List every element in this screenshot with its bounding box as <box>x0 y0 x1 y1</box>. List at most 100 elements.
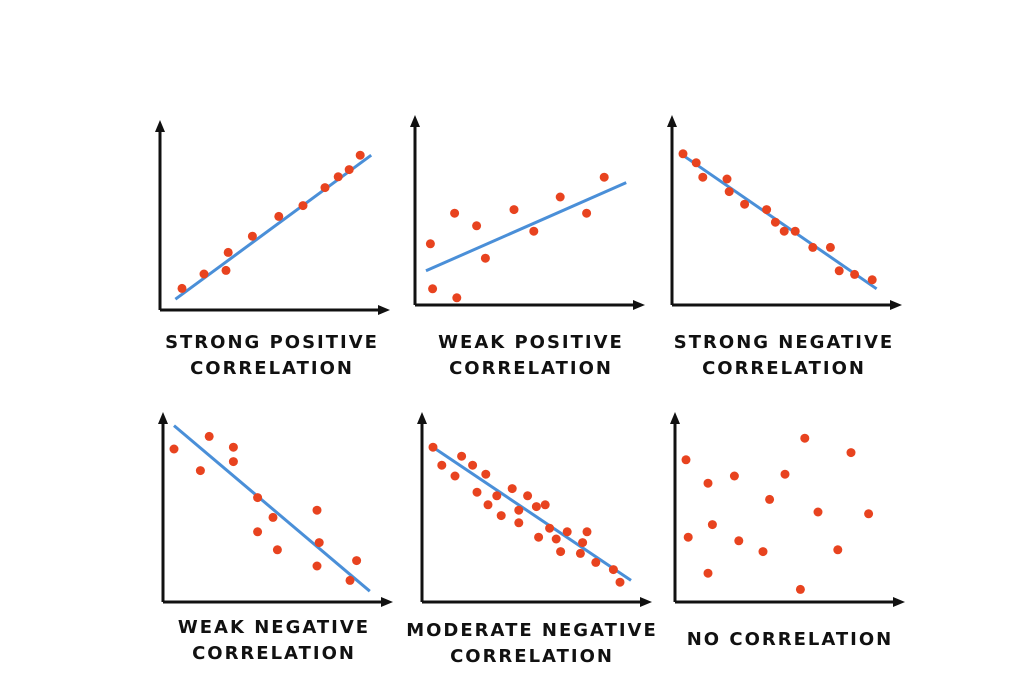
data-point <box>195 466 205 476</box>
title-line: STRONG POSITIVE <box>165 332 379 353</box>
x-axis-arrow <box>633 300 645 310</box>
data-point <box>169 444 179 454</box>
title-line: WEAK NEGATIVE <box>177 617 371 638</box>
trend-line <box>432 445 632 582</box>
data-point <box>740 199 750 209</box>
chart-title-4: WEAK NEGATIVE CORRELATION <box>144 615 404 667</box>
data-point <box>274 211 284 221</box>
chart-title-2: WEAK POSITIVE CORRELATION <box>401 330 661 382</box>
data-point <box>758 547 768 557</box>
data-point <box>509 205 519 215</box>
data-point <box>468 460 478 470</box>
data-point <box>608 565 618 575</box>
data-point <box>534 532 544 542</box>
data-point <box>223 247 233 257</box>
data-point <box>599 172 609 182</box>
y-axis-arrow <box>667 115 677 127</box>
data-point <box>864 509 874 519</box>
data-point <box>578 538 588 548</box>
title-line: CORRELATION <box>702 358 866 379</box>
y-axis-arrow <box>155 120 165 132</box>
x-axis-arrow <box>893 597 905 607</box>
data-point <box>472 221 482 231</box>
data-point <box>298 201 308 211</box>
title-line: CORRELATION <box>450 646 614 667</box>
data-point <box>556 547 566 557</box>
title-line: CORRELATION <box>190 358 354 379</box>
data-point <box>846 448 856 458</box>
data-point <box>355 150 365 160</box>
data-point <box>481 469 491 479</box>
data-point <box>352 556 362 566</box>
data-point <box>770 217 780 227</box>
data-point <box>779 226 789 236</box>
data-point <box>450 471 460 481</box>
data-point <box>867 275 877 285</box>
data-point <box>698 172 708 182</box>
scatter-plot-1 <box>155 120 390 315</box>
data-point <box>253 527 263 537</box>
data-point <box>808 242 818 252</box>
data-point <box>452 293 462 303</box>
data-point <box>540 500 550 510</box>
data-point <box>734 536 744 546</box>
data-point <box>683 532 693 542</box>
data-point <box>529 226 539 236</box>
title-line: STRONG NEGATIVE <box>673 332 895 353</box>
data-point <box>850 269 860 279</box>
data-point <box>450 208 460 218</box>
data-point <box>551 534 561 544</box>
x-axis-arrow <box>381 597 393 607</box>
data-point <box>199 269 209 279</box>
x-axis-arrow <box>378 305 390 315</box>
data-point <box>507 484 517 494</box>
data-point <box>762 205 772 215</box>
data-point <box>729 471 739 481</box>
data-point <box>312 505 322 515</box>
data-point <box>681 455 691 465</box>
trend-line <box>173 424 371 593</box>
chart-title-1: STRONG POSITIVE CORRELATION <box>142 330 402 382</box>
chart-title-5: MODERATE NEGATIVE CORRELATION <box>402 618 662 670</box>
data-point <box>833 545 843 555</box>
title-line: CORRELATION <box>449 358 613 379</box>
data-point <box>722 174 732 184</box>
data-point <box>428 284 438 294</box>
data-point <box>480 253 490 263</box>
data-point <box>555 192 565 202</box>
data-point <box>545 523 555 533</box>
data-point <box>472 487 482 497</box>
data-point <box>496 511 506 521</box>
scatter-plot-5 <box>417 412 652 607</box>
x-axis-arrow <box>640 597 652 607</box>
data-point <box>795 584 805 594</box>
data-point <box>800 433 810 443</box>
data-point <box>253 493 263 503</box>
data-point <box>790 226 800 236</box>
scatter-plot-6 <box>670 412 905 607</box>
data-point <box>204 431 214 441</box>
data-point <box>834 266 844 276</box>
title-line: NO CORRELATION <box>686 629 894 650</box>
data-point <box>703 568 713 578</box>
title-line: MODERATE NEGATIVE <box>406 620 658 641</box>
data-point <box>780 469 790 479</box>
data-point <box>703 478 713 488</box>
data-point <box>514 505 524 515</box>
title-line: WEAK POSITIVE <box>438 332 624 353</box>
data-point <box>333 172 343 182</box>
data-point <box>591 557 601 567</box>
data-point <box>514 518 524 528</box>
data-point <box>428 442 438 452</box>
chart-title-6: NO CORRELATION <box>660 627 920 653</box>
data-point <box>678 149 688 159</box>
data-point <box>177 283 187 293</box>
scatter-plot-2 <box>410 115 645 310</box>
y-axis-arrow <box>158 412 168 424</box>
data-point <box>575 548 585 558</box>
data-point <box>492 491 502 501</box>
data-point <box>272 545 282 555</box>
data-point <box>615 577 625 587</box>
data-point <box>825 242 835 252</box>
